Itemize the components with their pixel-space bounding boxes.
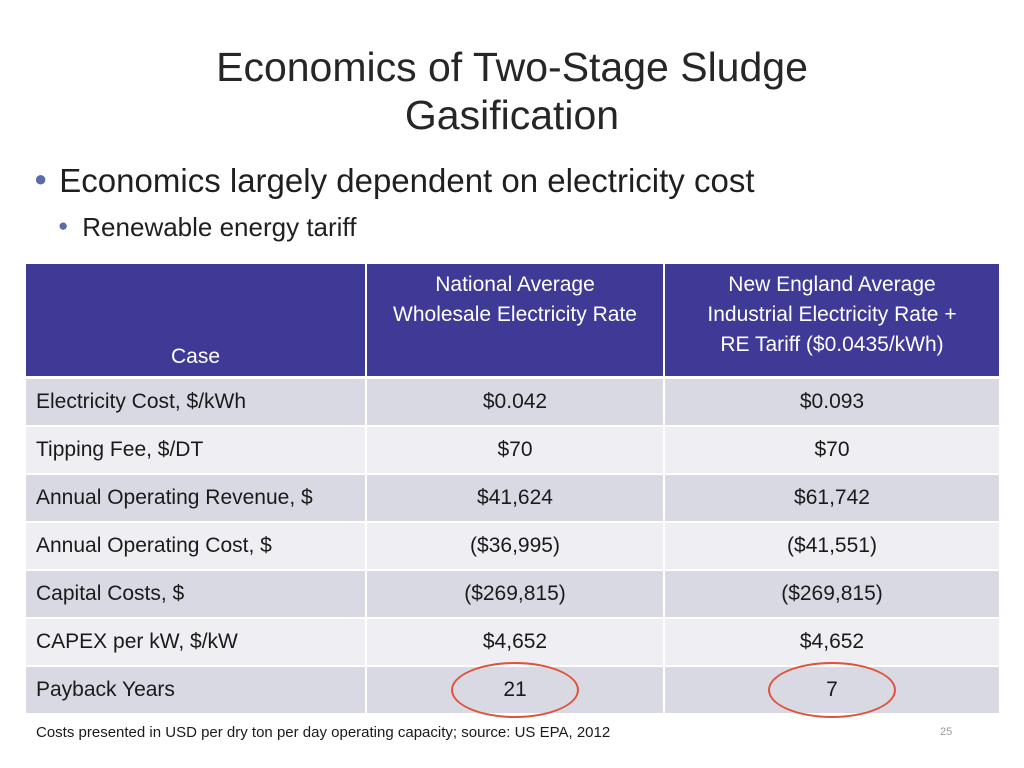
bullet-level-1-text: Economics largely dependent on electrici… (59, 162, 755, 199)
new-england-value: $4,652 (664, 618, 999, 667)
highlight-ellipse (450, 662, 579, 718)
bullet-dot-icon: ● (34, 166, 48, 191)
table-row: Annual Operating Cost, $ ($36,995) ($41,… (26, 522, 999, 571)
new-england-value: $0.093 (664, 377, 999, 427)
header-new-england-line-1: New England Average (728, 273, 936, 296)
header-case: Case (26, 264, 367, 379)
header-national-line-2: Wholesale Electricity Rate (393, 303, 637, 326)
header-national-average: National Average Wholesale Electricity R… (366, 264, 665, 379)
table-header-row: Case National Average Wholesale Electric… (26, 264, 999, 379)
header-new-england-line-2: Industrial Electricity Rate + (707, 303, 957, 326)
bullet-level-2: ● Renewable energy tariff (58, 212, 755, 243)
national-value: $41,624 (366, 474, 665, 523)
header-national-line-1: National Average (435, 273, 595, 296)
bullet-level-1: ● Economics largely dependent on electri… (34, 162, 755, 200)
national-payback-cell: 21 (366, 662, 665, 718)
page-number: 25 (940, 726, 953, 738)
table-row: CAPEX per kW, $/kW $4,652 $4,652 (26, 618, 999, 667)
slide-title-line-1: Economics of Two-Stage Sludge (216, 44, 808, 90)
row-label: CAPEX per kW, $/kW (26, 618, 367, 667)
national-value: ($36,995) (366, 522, 665, 571)
highlight-ellipse (768, 662, 896, 718)
header-new-england-line-3: RE Tariff ($0.0435/kWh) (720, 333, 944, 356)
footnote: Costs presented in USD per dry ton per d… (36, 724, 611, 741)
table-row: Tipping Fee, $/DT $70 $70 (26, 426, 999, 475)
bullet-list: ● Economics largely dependent on electri… (34, 162, 755, 243)
slide-title-line-2: Gasification (404, 91, 620, 138)
table-row: Payback Years 21 7 (26, 662, 999, 718)
row-label: Electricity Cost, $/kWh (26, 377, 367, 427)
table-row: Electricity Cost, $/kWh $0.042 $0.093 (26, 377, 999, 427)
bullet-dot-icon: ● (58, 215, 69, 235)
new-england-value: ($269,815) (664, 570, 999, 619)
header-case-label: Case (170, 345, 221, 368)
row-label: Annual Operating Cost, $ (26, 522, 367, 571)
bullet-level-2-text: Renewable energy tariff (82, 212, 357, 242)
new-england-value: $70 (664, 426, 999, 475)
table-row: Annual Operating Revenue, $ $41,624 $61,… (26, 474, 999, 523)
row-label: Tipping Fee, $/DT (26, 426, 367, 475)
national-value: $0.042 (366, 377, 665, 427)
national-value: $4,652 (366, 618, 665, 667)
slide-title: Economics of Two-Stage Sludge Gasificati… (0, 44, 1024, 139)
new-england-payback-highlight: 7 (768, 662, 896, 718)
row-label: Payback Years (26, 666, 367, 715)
new-england-value: ($41,551) (664, 522, 999, 571)
new-england-value: $61,742 (664, 474, 999, 523)
national-payback-highlight: 21 (450, 662, 579, 718)
row-label: Capital Costs, $ (26, 570, 367, 619)
national-value: ($269,815) (366, 570, 665, 619)
national-value: $70 (366, 426, 665, 475)
new-england-payback-cell: 7 (664, 662, 999, 718)
economics-table: Case National Average Wholesale Electric… (26, 264, 999, 718)
table-row: Capital Costs, $ ($269,815) ($269,815) (26, 570, 999, 619)
header-new-england-average: New England Average Industrial Electrici… (664, 264, 999, 379)
row-label: Annual Operating Revenue, $ (26, 474, 367, 523)
